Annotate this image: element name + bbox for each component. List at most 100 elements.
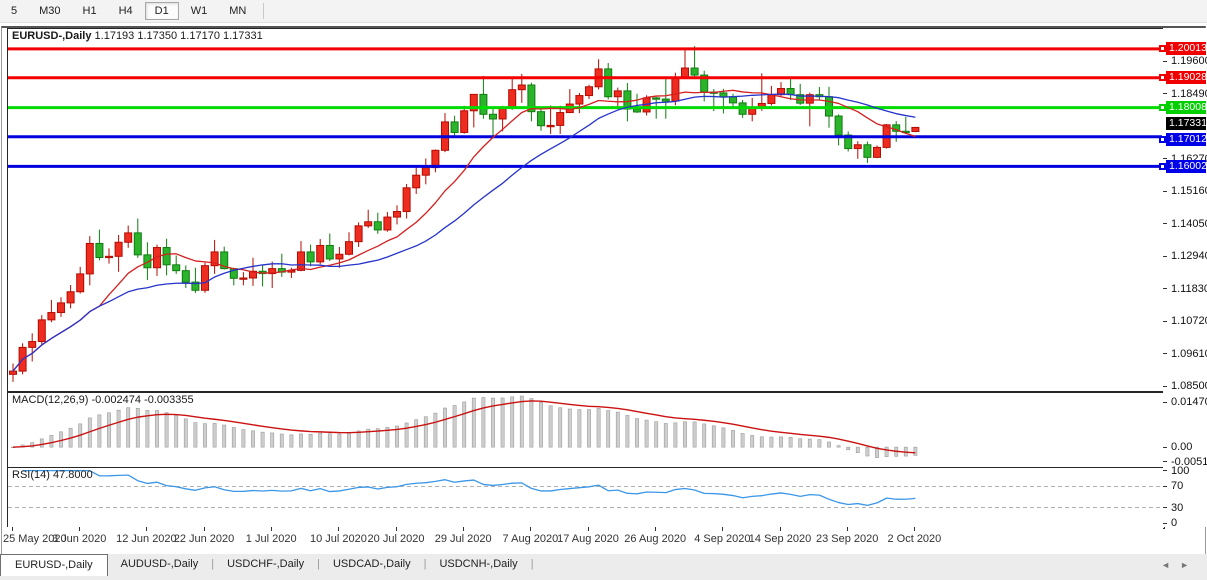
chart-tab-usdcnh[interactable]: USDCNH-,Daily bbox=[439, 558, 518, 570]
date-tick-mark bbox=[914, 527, 916, 531]
price-level-badge: 1.16002 bbox=[1166, 159, 1207, 173]
date-tick-label: 1 Jul 2020 bbox=[245, 533, 297, 545]
date-tick-label: 7 Aug 2020 bbox=[502, 533, 559, 545]
price-tick-mark bbox=[1163, 385, 1167, 387]
date-tick-mark bbox=[146, 527, 148, 531]
tab-separator: | bbox=[530, 558, 534, 570]
date-tick-label: 23 Sep 2020 bbox=[815, 533, 879, 545]
tab-separator: | bbox=[211, 558, 215, 570]
tab-scroll-left-icon[interactable]: ◄ bbox=[1161, 560, 1181, 570]
chart-tab-usdcad[interactable]: USDCAD-,Daily bbox=[332, 558, 411, 570]
price-level-badge: 1.19028 bbox=[1166, 71, 1207, 85]
date-tick-mark bbox=[722, 527, 724, 531]
price-tick-mark bbox=[1163, 158, 1167, 159]
timeframe-button-h4[interactable]: H4 bbox=[118, 5, 133, 17]
tab-scroll-arrows: ◄► bbox=[1161, 560, 1199, 570]
line-end-marker bbox=[1159, 136, 1166, 144]
timeframe-button-mn[interactable]: MN bbox=[229, 5, 247, 17]
timeframe-button-h1[interactable]: H1 bbox=[82, 5, 97, 17]
price-tick-label: 1.08500 bbox=[1171, 380, 1207, 393]
line-end-marker bbox=[1159, 104, 1166, 112]
price-tick-mark bbox=[1163, 190, 1167, 192]
date-tick-label: 12 Jun 2020 bbox=[116, 533, 177, 545]
rsi-scale-label: 30 bbox=[1171, 501, 1184, 514]
price-tick-label: 1.14050 bbox=[1171, 217, 1207, 230]
rsi-tick-mark bbox=[1163, 522, 1167, 524]
macd-tick-mark bbox=[1163, 446, 1167, 448]
chart-tab-eurusd[interactable]: EURUSD-,Daily bbox=[0, 554, 108, 576]
price-tick-mark bbox=[1163, 288, 1167, 290]
date-tick-label: 22 Jun 2020 bbox=[173, 533, 235, 545]
date-tick-mark bbox=[79, 527, 81, 531]
date-tick-label: 14 Sep 2020 bbox=[748, 533, 812, 545]
macd-chart[interactable] bbox=[8, 393, 1162, 465]
candlestick-chart[interactable] bbox=[8, 29, 1162, 389]
macd-indicator-pane[interactable]: MACD(12,26,9) -0.002474 -0.003355 bbox=[7, 392, 1165, 468]
tab-separator: | bbox=[317, 558, 320, 570]
timeframe-button-d1[interactable]: D1 bbox=[144, 2, 179, 20]
date-tick-label: 2 Oct 2020 bbox=[887, 533, 942, 545]
macd-tick-mark bbox=[1163, 401, 1167, 403]
timeframe-button-5[interactable]: 5 bbox=[11, 5, 18, 17]
date-axis[interactable]: 25 May 2020 3 Jun 2020 12 Jun 2020 22 Jun 2… bbox=[3, 527, 1163, 552]
rsi-scale-label: 100 bbox=[1171, 464, 1190, 477]
date-tick-mark bbox=[588, 527, 589, 531]
price-tick-mark bbox=[1163, 60, 1167, 62]
rsi-chart[interactable] bbox=[8, 468, 1162, 526]
date-tick-label: 26 Aug 2020 bbox=[624, 533, 687, 545]
tab-scroll-right-icon[interactable]: ► bbox=[1180, 560, 1199, 570]
timeframe-button-m30[interactable]: M30 bbox=[39, 5, 61, 17]
macd-scale-label: 0.014706 bbox=[1171, 396, 1207, 408]
price-tick-mark bbox=[1163, 255, 1167, 257]
date-tick-label: 29 Jul 2020 bbox=[434, 533, 492, 545]
date-tick-label: 20 Jul 2020 bbox=[367, 533, 425, 545]
chart-title: EURUSD-,Daily bbox=[12, 30, 92, 42]
price-scale[interactable]: 1.19600 1.18490 1.16270 1.15160 1.14050 1.129… bbox=[1159, 28, 1207, 530]
price-tick-label: 1.09610 bbox=[1171, 347, 1207, 360]
line-end-marker bbox=[1159, 45, 1166, 53]
chart-tab-audusd[interactable]: AUDUSD-,Daily bbox=[120, 558, 199, 570]
date-tick-mark bbox=[655, 527, 657, 531]
date-tick-mark bbox=[463, 527, 465, 531]
price-level-badge: 1.17012 bbox=[1166, 133, 1207, 147]
macd-tick-mark bbox=[1163, 461, 1167, 463]
chart-title-row: EURUSD-,Daily 1.17193 1.17350 1.17170 1.… bbox=[12, 30, 263, 42]
macd-scale-label: 0.00 bbox=[1171, 441, 1193, 454]
rsi-tick-mark bbox=[1163, 507, 1167, 509]
price-tick-mark bbox=[1163, 353, 1167, 355]
price-chart-pane[interactable]: EURUSD-,Daily 1.17193 1.17350 1.17170 1.… bbox=[7, 28, 1165, 392]
price-tick-label: 1.19600 bbox=[1171, 55, 1207, 67]
rsi-tick-mark bbox=[1163, 470, 1167, 472]
price-tick-mark bbox=[1163, 93, 1167, 94]
price-tick-mark bbox=[1163, 320, 1167, 322]
price-tick-label: 1.12940 bbox=[1171, 250, 1207, 263]
line-end-marker bbox=[1159, 162, 1166, 170]
rsi-scale-label: 0 bbox=[1171, 517, 1178, 530]
rsi-indicator-pane[interactable]: RSI(14) 47.8000 bbox=[7, 467, 1165, 529]
toolbar-separator bbox=[263, 3, 265, 19]
price-tick-mark bbox=[1163, 223, 1167, 225]
rsi-tick-mark bbox=[1163, 485, 1167, 487]
tab-separator: | bbox=[423, 558, 427, 570]
macd-scale-label: -0.005113 bbox=[1171, 455, 1207, 468]
date-tick-mark bbox=[530, 527, 532, 531]
date-tick-label: 10 Jul 2020 bbox=[309, 533, 367, 545]
price-tick-label: 1.15160 bbox=[1171, 185, 1207, 197]
price-level-badge: 1.18008 bbox=[1166, 101, 1207, 115]
price-level-badge: 1.20013 bbox=[1166, 42, 1207, 56]
macd-label: MACD(12,26,9) -0.002474 -0.003355 bbox=[12, 394, 194, 406]
chart-tab-usdchf[interactable]: USDCHF-,Daily bbox=[227, 558, 305, 570]
date-tick-mark bbox=[847, 527, 849, 531]
chart-tabs-bar: EURUSD-,Daily AUDUSD-,Daily | USDCHF-,Daily… bbox=[0, 554, 1207, 580]
timeframe-toolbar: 5 M30 H1 H4 D1 W1 MN bbox=[0, 0, 1207, 23]
date-tick-label: 17 Aug 2020 bbox=[557, 533, 619, 545]
date-tick-mark bbox=[271, 527, 273, 531]
timeframe-button-w1[interactable]: W1 bbox=[190, 5, 208, 17]
date-tick-mark bbox=[204, 527, 205, 531]
price-tick-label: 1.11830 bbox=[1171, 282, 1207, 295]
date-tick-mark bbox=[12, 527, 13, 531]
date-tick-mark bbox=[338, 527, 340, 531]
price-tick-label: 1.18490 bbox=[1171, 87, 1207, 100]
chart-ohlc-values: 1.17193 1.17350 1.17170 1.17331 bbox=[94, 30, 263, 42]
